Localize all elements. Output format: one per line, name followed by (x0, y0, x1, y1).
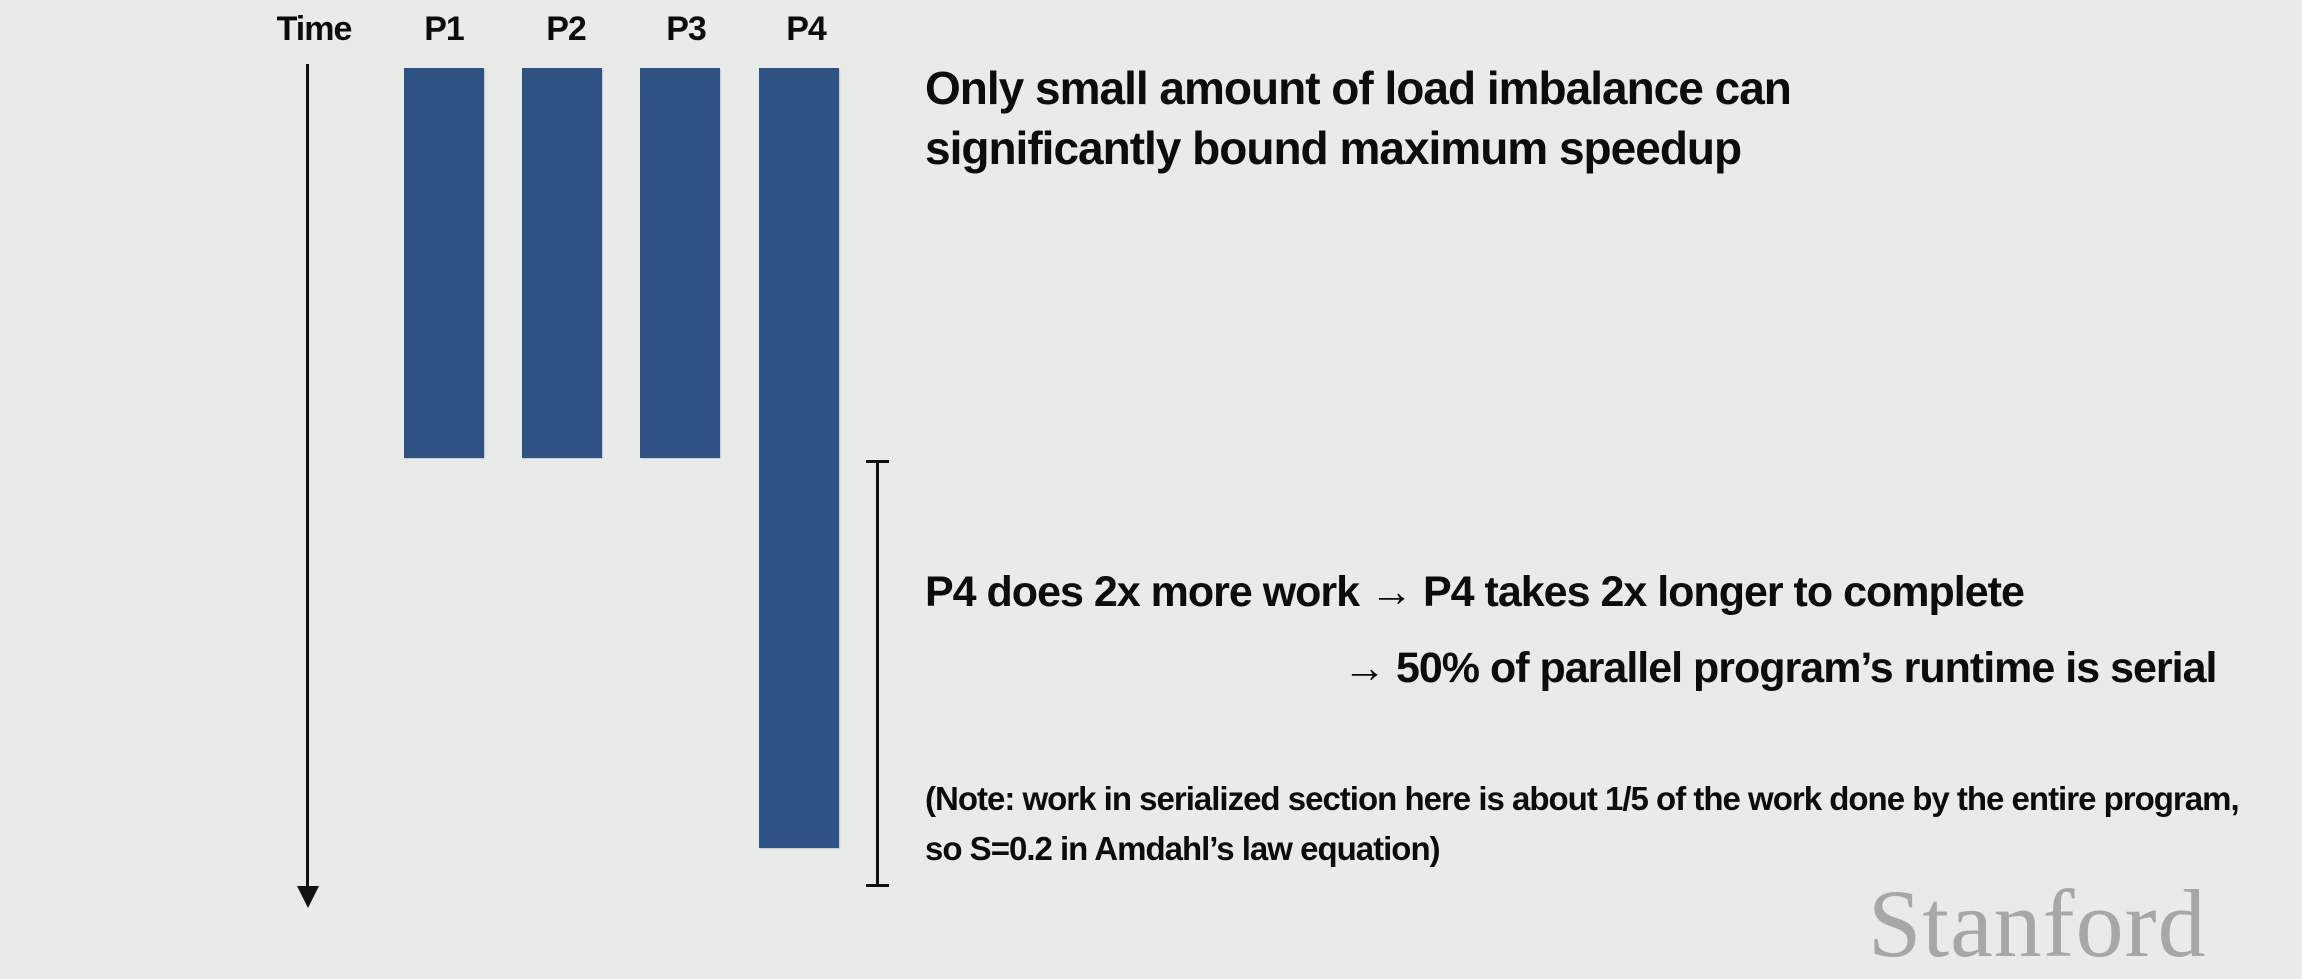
note-line-2: so S=0.2 in Amdahl’s law equation) (925, 830, 1441, 867)
slide: Time P1 P2 P3 P4 Only small amount of lo… (276, 10, 2240, 977)
processor-label-p4: P4 (786, 10, 827, 48)
headline-line-2: significantly bound maximum speedup (925, 122, 1742, 174)
point-runtime-serial: → 50% of parallel program’s runtime is s… (1343, 644, 2217, 692)
point-p4-takes-longer: P4 does 2x more work → P4 takes 2x longe… (925, 568, 2025, 616)
work-bar-p2 (522, 68, 602, 458)
time-axis (306, 64, 309, 896)
processor-label-p1: P1 (424, 10, 465, 48)
time-arrowhead-icon (297, 886, 319, 908)
processor-label-p3: P3 (666, 10, 707, 48)
work-bar-p1 (404, 68, 484, 458)
work-bar-p4 (759, 68, 839, 848)
stanford-watermark-logo: Stanford (1868, 870, 2207, 977)
processor-label-p2: P2 (546, 10, 587, 48)
time-label: Time (276, 10, 353, 48)
serial-section-bracket-bottom-cap (866, 884, 889, 887)
note-line-1: (Note: work in serialized section here i… (925, 780, 2240, 817)
serial-section-bracket (876, 462, 879, 886)
serial-section-bracket-top-cap (866, 460, 889, 463)
work-bar-p3 (640, 68, 720, 458)
headline-line-1: Only small amount of load imbalance can (925, 62, 1792, 114)
